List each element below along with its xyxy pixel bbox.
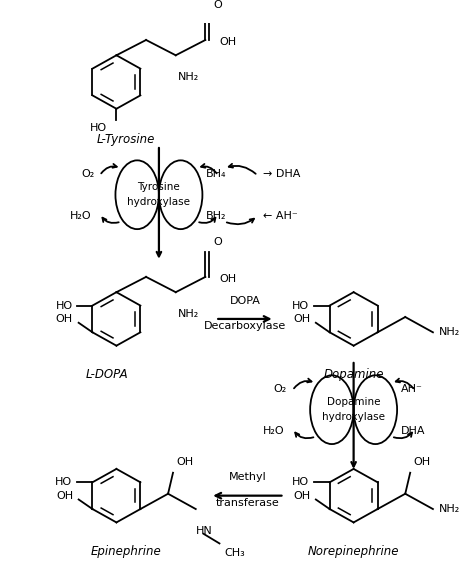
Text: OH: OH xyxy=(219,274,237,284)
Text: OH: OH xyxy=(413,457,430,467)
Text: Tyrosine: Tyrosine xyxy=(137,182,180,192)
Text: Methyl: Methyl xyxy=(229,472,267,482)
Text: HO: HO xyxy=(55,477,72,487)
Text: ← AH⁻: ← AH⁻ xyxy=(263,210,298,221)
Text: OH: OH xyxy=(219,37,237,47)
Text: OH: OH xyxy=(176,457,193,467)
Text: OH: OH xyxy=(56,491,73,500)
Text: OH: OH xyxy=(294,314,311,324)
Text: DHA: DHA xyxy=(401,426,426,436)
Text: BH₂: BH₂ xyxy=(206,210,227,221)
Text: Dopamine: Dopamine xyxy=(327,397,380,407)
Text: OH: OH xyxy=(294,491,311,500)
Text: DOPA: DOPA xyxy=(229,296,260,305)
Text: L-Tyrosine: L-Tyrosine xyxy=(97,133,155,146)
Text: Decarboxylase: Decarboxylase xyxy=(204,321,286,331)
Text: Dopamine: Dopamine xyxy=(323,368,384,381)
Text: O: O xyxy=(213,237,222,247)
Text: L-DOPA: L-DOPA xyxy=(85,368,128,381)
Text: O₂: O₂ xyxy=(273,384,286,394)
Text: HO: HO xyxy=(90,123,107,133)
Text: OH: OH xyxy=(55,314,73,324)
Text: H₂O: H₂O xyxy=(70,210,92,221)
Text: O₂: O₂ xyxy=(82,169,95,178)
Text: HO: HO xyxy=(55,300,73,311)
Text: HN: HN xyxy=(196,526,212,536)
Text: → DHA: → DHA xyxy=(263,169,300,178)
Text: NH₂: NH₂ xyxy=(439,504,460,514)
Text: O: O xyxy=(213,1,222,10)
Text: hydroxylase: hydroxylase xyxy=(128,197,191,208)
Text: hydroxylase: hydroxylase xyxy=(322,412,385,422)
Text: CH₃: CH₃ xyxy=(224,548,245,558)
Text: AH⁻: AH⁻ xyxy=(401,384,423,394)
Text: NH₂: NH₂ xyxy=(178,309,199,319)
Text: Epinephrine: Epinephrine xyxy=(91,545,162,558)
Text: transferase: transferase xyxy=(216,498,280,507)
Text: NH₂: NH₂ xyxy=(439,327,460,337)
Text: NH₂: NH₂ xyxy=(178,73,199,82)
Text: H₂O: H₂O xyxy=(263,426,284,436)
Text: HO: HO xyxy=(292,300,309,311)
Text: BH₄: BH₄ xyxy=(206,169,227,178)
Text: HO: HO xyxy=(292,477,309,487)
Text: Norepinephrine: Norepinephrine xyxy=(308,545,400,558)
